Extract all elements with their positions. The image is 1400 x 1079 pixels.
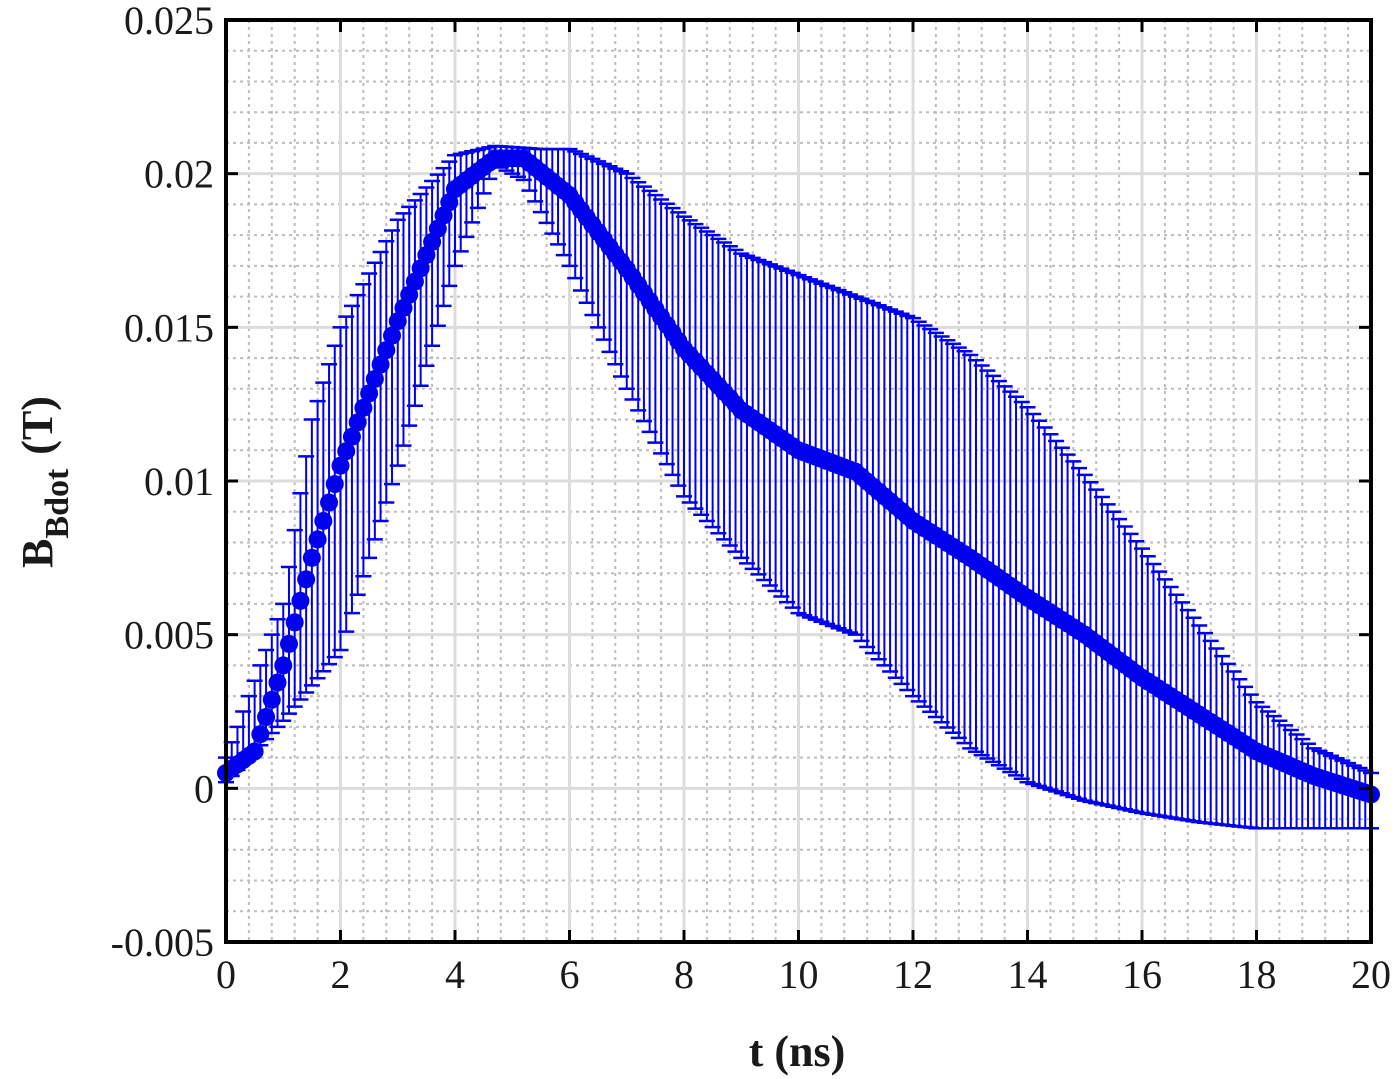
data-point: [337, 442, 356, 461]
data-point: [365, 369, 384, 388]
y-axis-title: BBdot (T): [13, 396, 76, 568]
x-tick-label: 4: [445, 952, 465, 997]
x-tick-label: 20: [1351, 952, 1391, 997]
data-point: [268, 673, 287, 692]
data-point: [331, 456, 350, 475]
data-point: [251, 725, 270, 744]
data-point: [262, 690, 281, 709]
data-point: [314, 511, 333, 530]
data-point: [348, 413, 367, 432]
data-point: [274, 656, 293, 675]
x-tick-label: 18: [1237, 952, 1277, 997]
y-axis-ticks: -0.005 0 0.005 0.01 0.015 0.02 0.025: [111, 0, 1371, 965]
data-point: [302, 548, 321, 567]
x-axis-ticks: 0 2 4 6 8 10 12 14 16 18 20: [216, 20, 1391, 997]
x-tick-label: 14: [1008, 952, 1048, 997]
y-axis-title-subscript: Bdot: [39, 468, 76, 539]
y-axis-title-unit: (T): [13, 396, 62, 455]
x-tick-label: 2: [331, 952, 351, 997]
x-tick-label: 10: [779, 952, 819, 997]
data-point: [377, 341, 396, 360]
x-tick-label: 8: [674, 952, 694, 997]
y-tick-label: 0.005: [124, 613, 214, 658]
data-point: [383, 326, 402, 345]
x-tick-label: 12: [893, 952, 933, 997]
y-axis-title-main: B: [13, 539, 62, 568]
data-point: [308, 530, 327, 549]
data-point: [285, 613, 304, 632]
y-tick-label: 0: [194, 766, 214, 811]
data-point: [279, 634, 298, 653]
x-axis-title: t (ns): [749, 1027, 846, 1076]
x-tick-label: 0: [216, 952, 236, 997]
data-point: [371, 355, 390, 374]
data-point: [297, 570, 316, 589]
data-point: [257, 708, 276, 727]
data-point: [360, 384, 379, 403]
x-tick-label: 6: [560, 952, 580, 997]
y-tick-label: 0.02: [144, 152, 214, 197]
x-tick-label: 16: [1122, 952, 1162, 997]
data-point: [354, 398, 373, 417]
y-tick-label: 0.015: [124, 305, 214, 350]
y-tick-label: 0.025: [124, 0, 214, 43]
data-point: [342, 427, 361, 446]
data-point: [291, 591, 310, 610]
data-markers: [217, 149, 1380, 804]
data-point: [245, 742, 264, 761]
y-tick-label: 0.01: [144, 459, 214, 504]
data-point: [325, 475, 344, 494]
data-point: [320, 493, 339, 512]
y-tick-label: -0.005: [111, 920, 214, 965]
